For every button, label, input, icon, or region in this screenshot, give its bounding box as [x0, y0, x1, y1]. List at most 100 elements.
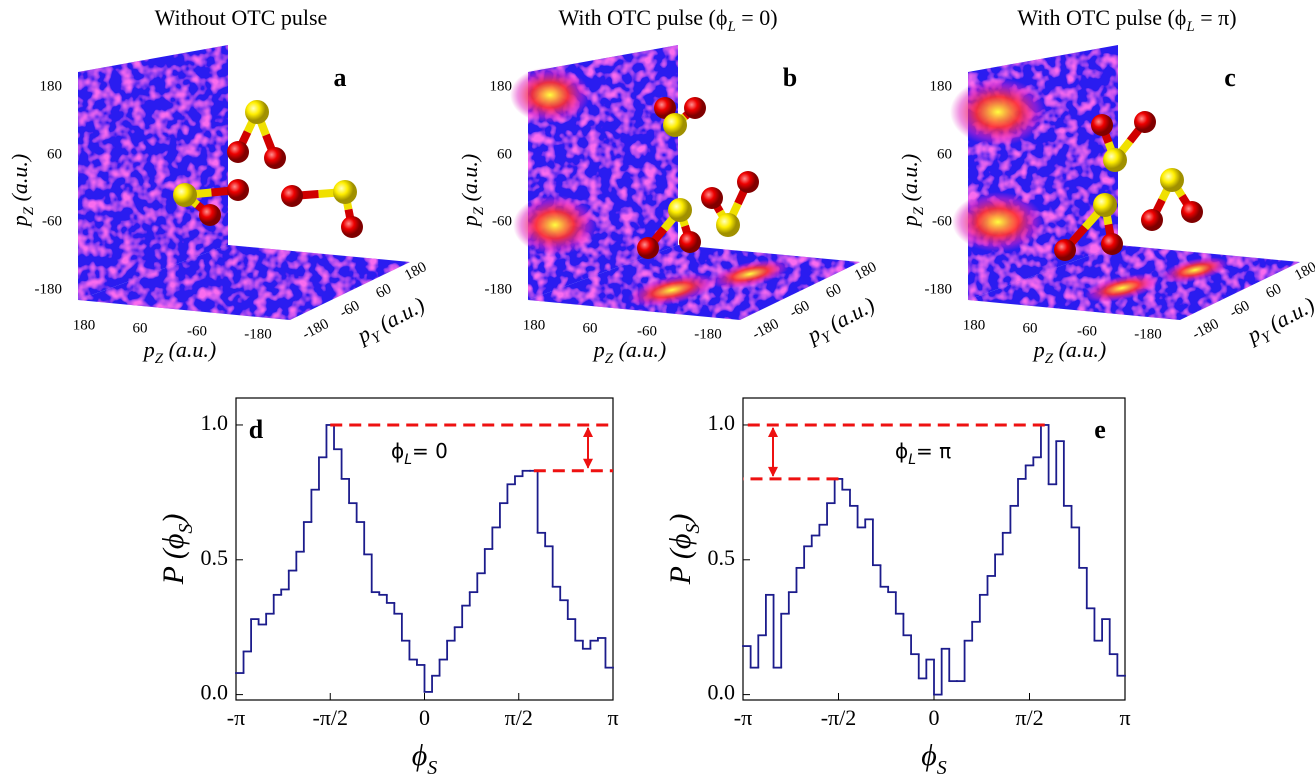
y-axis-label-sub: S: [682, 524, 704, 534]
x-tick-label: π: [1119, 705, 1130, 730]
x-tick-label: 180: [963, 317, 986, 333]
intensity-blob: [710, 259, 790, 289]
oxygen-atom: [1134, 111, 1156, 133]
x-tick-label: -60: [637, 323, 657, 339]
y-tick-label: 0.0: [708, 680, 736, 705]
y-tick-label: 60: [823, 281, 844, 302]
z-axis-label-part: (a.u.): [457, 154, 482, 207]
y-axis-label-part: P (ϕ: [664, 534, 697, 586]
z-axis-label-sub: Z: [911, 206, 927, 215]
intensity-blob: [1161, 257, 1229, 283]
panel-letter: d: [249, 415, 264, 444]
y-tick-label: -60: [1227, 298, 1252, 322]
y-tick-label: 1.0: [201, 410, 229, 435]
panel-title-sub: L: [726, 19, 735, 35]
panel-title: With OTC pulse (ϕL = π): [1017, 5, 1236, 35]
x-axis-label: ϕS: [412, 739, 438, 776]
z-axis-label-part: p: [457, 215, 482, 228]
y-tick-label: 60: [1263, 281, 1284, 302]
panel-title-part: With OTC pulse (ϕ: [558, 5, 727, 30]
y-tick-label: 60: [373, 281, 394, 302]
x-axis-label-part: p: [142, 337, 155, 362]
x-tick-label: -180: [694, 326, 722, 342]
x-axis-label: pZ (a.u.): [592, 337, 667, 367]
x-axis-label: ϕS: [921, 739, 947, 776]
oxygen-atom: [281, 185, 303, 207]
oxygen-atom: [341, 216, 363, 238]
intensity-blob: [513, 195, 597, 255]
x-axis-label-part: p: [1032, 337, 1045, 362]
z-axis-label-sub: Z: [471, 206, 487, 215]
y-tick-label: -180: [1190, 316, 1222, 343]
sulfur-atom: [668, 198, 692, 222]
panel-title-sub: L: [1185, 19, 1194, 35]
oxygen-atom: [1101, 233, 1123, 255]
panel-title-part: Without OTC pulse: [155, 5, 328, 30]
oxygen-atom: [1091, 114, 1113, 136]
x-tick-label: π/2: [505, 705, 533, 730]
x-axis-label-part: (a.u.): [613, 337, 666, 362]
z-axis-label-part: p: [7, 215, 32, 228]
oxygen-atom: [199, 204, 221, 226]
y-axis-label-part: P (ϕ: [157, 534, 190, 586]
oxygen-atom: [654, 97, 676, 119]
oxygen-atom: [679, 231, 701, 253]
z-axis-label-part: p: [897, 215, 922, 228]
arrow-head: [768, 466, 778, 477]
y-tick-label: 0.0: [201, 680, 229, 705]
panel-title: Without OTC pulse: [155, 5, 328, 30]
x-tick-label: 60: [133, 320, 148, 336]
y-axis-label: pY (a.u.): [1241, 292, 1315, 354]
x-axis-label-part: ϕ: [412, 739, 428, 772]
z-axis-label: pZ (a.u.): [7, 154, 37, 229]
oxygen-atom: [264, 147, 286, 169]
y-tick-label: 0.5: [201, 545, 229, 570]
x-axis-label-part: (a.u.): [163, 337, 216, 362]
arrow-head: [768, 426, 778, 437]
intensity-blob: [510, 67, 590, 123]
x-tick-label: -π: [227, 705, 245, 730]
sulfur-atom: [1093, 193, 1117, 217]
arrow-head: [583, 426, 593, 437]
z-tick-label: 60: [47, 146, 62, 162]
oxygen-atom: [701, 187, 723, 209]
intensity-blob: [952, 192, 1044, 252]
x-tick-label: -180: [1134, 326, 1162, 342]
x-axis-label: pZ (a.u.): [142, 337, 217, 367]
panel-letter: a: [334, 63, 347, 92]
z-tick-label: 180: [40, 78, 63, 94]
y-axis-label: P (ϕS): [157, 514, 197, 586]
sulfur-atom: [173, 183, 197, 207]
sulfur-atom: [663, 113, 687, 137]
panel-letter: e: [1094, 415, 1106, 444]
y-axis-label: pY (a.u.): [801, 292, 881, 354]
oxygen-atom: [227, 179, 249, 201]
x-axis-label-sub: Z: [155, 351, 164, 367]
annotation-part: = π: [916, 439, 951, 463]
x-axis-label-sub: Z: [1045, 351, 1054, 367]
annotation-part: ϕ: [895, 439, 908, 463]
z-axis-label: pZ (a.u.): [457, 154, 487, 229]
z-axis-label-part: (a.u.): [897, 154, 922, 207]
z-axis-label: pZ (a.u.): [897, 154, 927, 229]
intensity-blob: [1084, 273, 1160, 303]
sulfur-atom: [333, 180, 357, 204]
floor-plane: [78, 245, 410, 320]
annotation-part: ϕ: [391, 439, 404, 463]
x-axis-label-sub: Z: [605, 351, 614, 367]
z-tick-label: -60: [492, 213, 512, 229]
y-axis-label-part: ): [157, 514, 190, 526]
annotation: ϕL= π: [895, 439, 951, 469]
x-tick-label: 60: [1023, 320, 1038, 336]
oxygen-atom: [684, 97, 706, 119]
x-tick-label: 180: [523, 317, 546, 333]
oxygen-atom: [737, 171, 759, 193]
y-tick-label: -60: [787, 298, 812, 322]
annotation: ϕL= 0: [391, 439, 448, 469]
x-tick-label: 60: [583, 320, 598, 336]
panel-title-part: With OTC pulse (ϕ: [1017, 5, 1186, 30]
panel-title: With OTC pulse (ϕL = 0): [558, 5, 777, 35]
y-axis-label-part: ): [664, 514, 697, 526]
x-tick-label: π: [607, 705, 618, 730]
